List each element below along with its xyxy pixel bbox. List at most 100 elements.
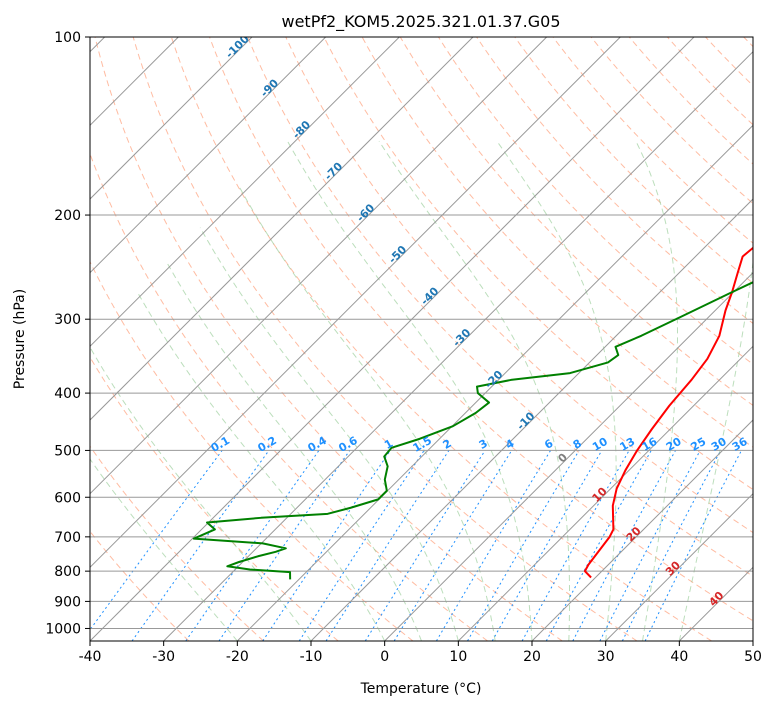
mixing-ratio-label: 16 [640, 435, 660, 454]
dry-adiabat [438, 37, 753, 365]
isotherm-label: -70 [322, 160, 345, 183]
mixing-ratio-label: 0.1 [209, 434, 232, 455]
y-tick-label: 100 [54, 30, 81, 46]
x-axis-label: Temperature (°C) [360, 681, 482, 697]
isotherm-label: -80 [290, 118, 313, 141]
dry-adiabat [552, 37, 753, 244]
isotherm [90, 37, 548, 495]
y-tick-label: 400 [54, 386, 81, 402]
dry-adiabat [628, 37, 753, 165]
isotherm [384, 271, 753, 641]
mixing-ratio-line [545, 450, 652, 641]
isotherm-label: -100 [223, 32, 252, 61]
mixing-ratio-line [621, 450, 722, 641]
moist-adiabat [166, 261, 422, 641]
y-tick-label: 500 [54, 443, 81, 459]
x-tick-label: 30 [597, 649, 615, 665]
x-tick-label: 40 [670, 649, 688, 665]
isotherm-label: -60 [354, 201, 377, 224]
dry-adiabat [743, 37, 753, 48]
moist-adiabat [136, 291, 386, 641]
isotherm [90, 37, 253, 200]
line-labels: 0.1 0.2 0.4 0.6 1 1.5 2 3 4 6 8 10 13 16 20 25 30 36-100-… [209, 32, 750, 609]
y-tick-label: 600 [54, 490, 81, 506]
dry-adiabat [170, 37, 712, 641]
mixing-ratio-line [298, 450, 425, 641]
x-tick-label: -20 [226, 649, 249, 665]
dry-adiabat [90, 152, 488, 641]
mixing-ratio-line [599, 450, 701, 641]
mixing-ratio-label: 25 [689, 435, 709, 454]
dewpoint-profile [192, 281, 753, 580]
isotherm [310, 198, 753, 641]
dry-adiabat [514, 37, 753, 284]
dry-adiabat [476, 37, 753, 325]
x-tick-label: -30 [152, 649, 175, 665]
x-tick-label: -40 [79, 649, 102, 665]
moist-adiabat [199, 227, 459, 641]
mixing-ratio-line [491, 450, 603, 641]
dry-adiabat [323, 37, 753, 491]
mixing-ratio-label: 1 [382, 437, 395, 452]
y-tick-label: 300 [54, 312, 81, 328]
dry-adiabat [247, 37, 753, 577]
mixing-ratio-label: 30 [709, 435, 729, 454]
isotherm-label: -50 [386, 243, 409, 266]
isotherm [236, 124, 753, 641]
isotherm [531, 419, 753, 641]
isotherm-label: -30 [450, 326, 473, 349]
isotherm-label: 10 [590, 485, 610, 505]
moist-adiabat [378, 140, 571, 641]
isotherm-label: 20 [624, 524, 644, 544]
moist-adiabat [287, 140, 533, 641]
isotherm-label: 30 [663, 558, 683, 578]
isotherm [163, 50, 753, 641]
mixing-ratio-line [467, 450, 580, 641]
isotherm-label: -90 [258, 76, 281, 99]
x-tick-label: 0 [380, 649, 389, 665]
y-tick-label: 900 [54, 594, 81, 610]
isotherm-label: -40 [418, 284, 441, 307]
dry-adiabat [90, 356, 339, 641]
dry-adiabat [94, 37, 563, 641]
moist-adiabat [678, 258, 753, 641]
isotherm [90, 37, 400, 348]
mixing-ratio-label: 0.6 [336, 434, 360, 455]
plot-frame [89, 36, 754, 642]
mixing-ratio-label: 2 [441, 437, 454, 452]
background-lines [90, 37, 753, 641]
dry-adiabat [90, 445, 264, 641]
dry-adiabat [132, 37, 638, 641]
y-axis-label: Pressure (hPa) [12, 289, 28, 389]
x-tick-label: -10 [300, 649, 323, 665]
isotherm [90, 37, 621, 569]
y-tick-label: 700 [54, 530, 81, 546]
mixing-ratio-line [218, 450, 351, 641]
isotherm-label: 40 [706, 589, 726, 609]
x-tick-label: 10 [449, 649, 467, 665]
mixing-ratio-label: 20 [664, 435, 684, 454]
isotherm [752, 640, 753, 641]
dry-adiabat [590, 37, 753, 205]
x-tick-label: 20 [523, 649, 541, 665]
mixing-ratio-line [572, 450, 676, 641]
mixing-ratio-line [393, 450, 513, 641]
y-tick-label: 800 [54, 564, 81, 580]
mixing-ratio-line [521, 450, 630, 641]
mixing-ratio-line [325, 450, 450, 641]
dry-adiabat [705, 37, 753, 87]
dry-adiabat [90, 260, 414, 641]
isotherm-label: -10 [514, 409, 537, 432]
y-tick-label: 200 [54, 208, 81, 224]
mixing-ratio-label: 10 [590, 435, 610, 454]
mixing-ratio-line [435, 450, 552, 641]
axes: -40 -30 -20 -10 0 10 20 30 40 5010020030040050060… [45, 30, 762, 665]
dry-adiabat [667, 37, 753, 126]
isotherm [457, 345, 753, 641]
mixing-ratio-line [364, 450, 486, 641]
y-tick-label: 1000 [45, 621, 81, 637]
dry-adiabat [209, 37, 753, 622]
mixing-ratio-label: 1.5 [411, 434, 434, 455]
mixing-ratio-label: 36 [730, 435, 750, 454]
